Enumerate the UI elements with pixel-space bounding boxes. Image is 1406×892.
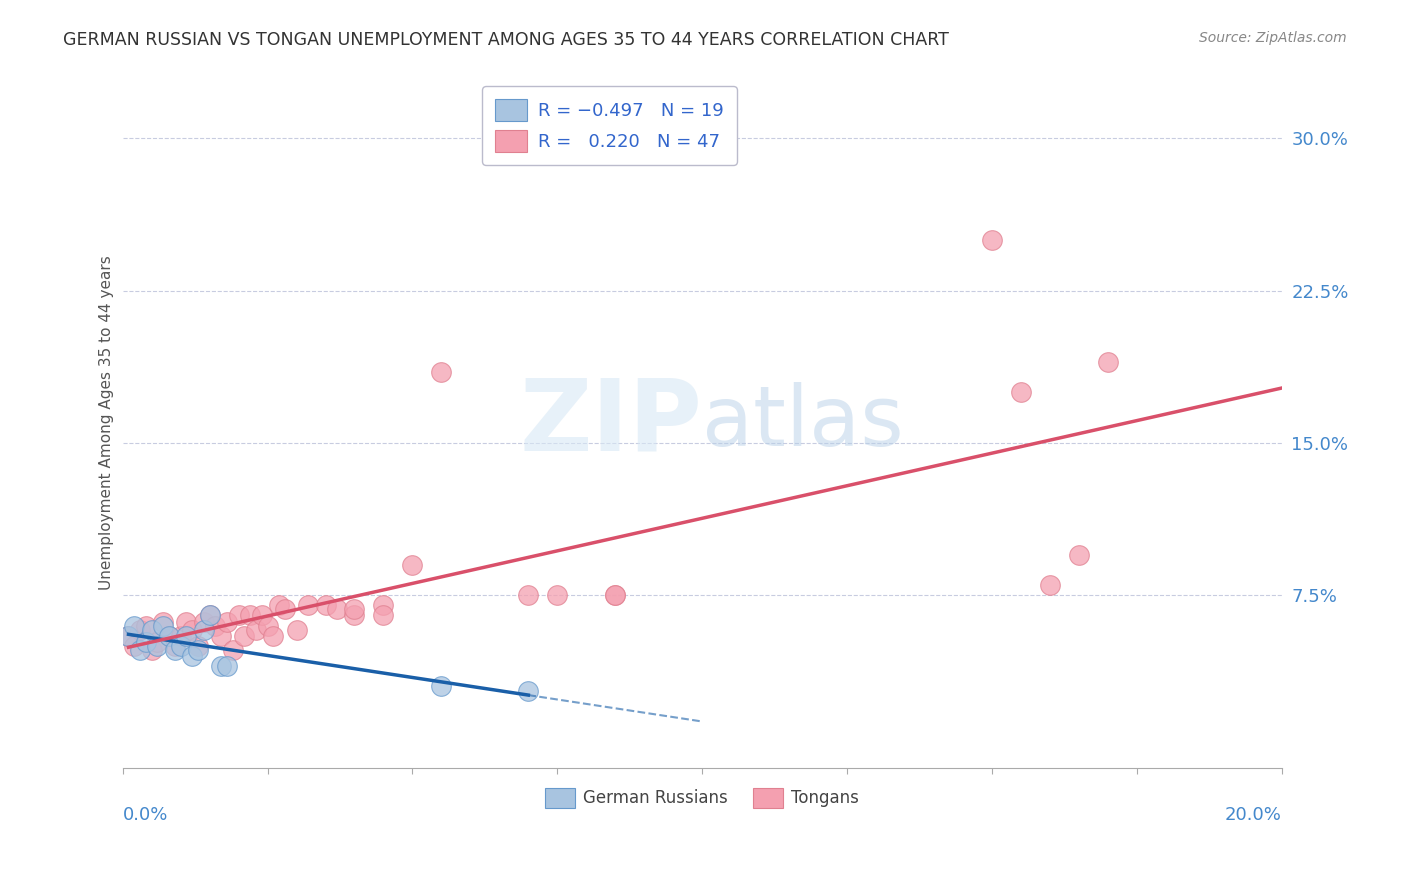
- Point: [176, 615, 198, 629]
- Text: Source: ZipAtlas.com: Source: ZipAtlas.com: [1199, 31, 1347, 45]
- Point: [176, 629, 198, 643]
- Point: [605, 588, 627, 602]
- Point: [209, 659, 232, 673]
- Point: [285, 623, 308, 637]
- Point: [373, 599, 395, 613]
- Point: [152, 615, 174, 629]
- Point: [187, 639, 209, 653]
- Point: [193, 615, 215, 629]
- Point: [209, 629, 232, 643]
- Point: [129, 623, 152, 637]
- Point: [373, 608, 395, 623]
- Point: [343, 602, 366, 616]
- Point: [401, 558, 423, 572]
- Point: [517, 683, 540, 698]
- Point: [163, 639, 186, 653]
- Point: [546, 588, 568, 602]
- Point: [181, 623, 204, 637]
- Point: [430, 680, 453, 694]
- Point: [204, 618, 226, 632]
- Point: [1067, 548, 1090, 562]
- Point: [430, 365, 453, 379]
- Point: [169, 629, 191, 643]
- Point: [129, 643, 152, 657]
- Point: [215, 615, 238, 629]
- Point: [215, 659, 238, 673]
- Point: [152, 618, 174, 632]
- Point: [250, 608, 273, 623]
- Point: [163, 643, 186, 657]
- Point: [245, 623, 267, 637]
- Point: [269, 599, 291, 613]
- Point: [146, 635, 169, 649]
- Point: [141, 623, 163, 637]
- Point: [169, 639, 191, 653]
- Point: [135, 635, 157, 649]
- Point: [605, 588, 627, 602]
- Point: [1097, 354, 1119, 368]
- Point: [233, 629, 256, 643]
- Point: [117, 629, 139, 643]
- Point: [239, 608, 262, 623]
- Text: ZIP: ZIP: [519, 374, 702, 471]
- Text: GERMAN RUSSIAN VS TONGAN UNEMPLOYMENT AMONG AGES 35 TO 44 YEARS CORRELATION CHAR: GERMAN RUSSIAN VS TONGAN UNEMPLOYMENT AM…: [63, 31, 949, 49]
- Legend: German Russians, Tongans: German Russians, Tongans: [538, 780, 866, 814]
- Point: [124, 618, 146, 632]
- Point: [181, 648, 204, 663]
- Point: [146, 639, 169, 653]
- Point: [228, 608, 250, 623]
- Point: [326, 602, 349, 616]
- Point: [193, 623, 215, 637]
- Point: [1010, 385, 1032, 400]
- Point: [124, 639, 146, 653]
- Point: [135, 618, 157, 632]
- Point: [256, 618, 278, 632]
- Text: 0.0%: 0.0%: [122, 805, 169, 823]
- Point: [274, 602, 297, 616]
- Point: [981, 233, 1004, 247]
- Point: [517, 588, 540, 602]
- Text: atlas: atlas: [702, 382, 904, 463]
- Point: [198, 608, 221, 623]
- Point: [141, 643, 163, 657]
- Point: [1039, 578, 1062, 592]
- Point: [198, 608, 221, 623]
- Y-axis label: Unemployment Among Ages 35 to 44 years: Unemployment Among Ages 35 to 44 years: [100, 255, 114, 590]
- Point: [117, 629, 139, 643]
- Point: [187, 643, 209, 657]
- Point: [343, 608, 366, 623]
- Point: [222, 643, 245, 657]
- Point: [262, 629, 284, 643]
- Point: [315, 599, 337, 613]
- Point: [297, 599, 319, 613]
- Text: 20.0%: 20.0%: [1225, 805, 1282, 823]
- Point: [157, 629, 180, 643]
- Point: [157, 629, 180, 643]
